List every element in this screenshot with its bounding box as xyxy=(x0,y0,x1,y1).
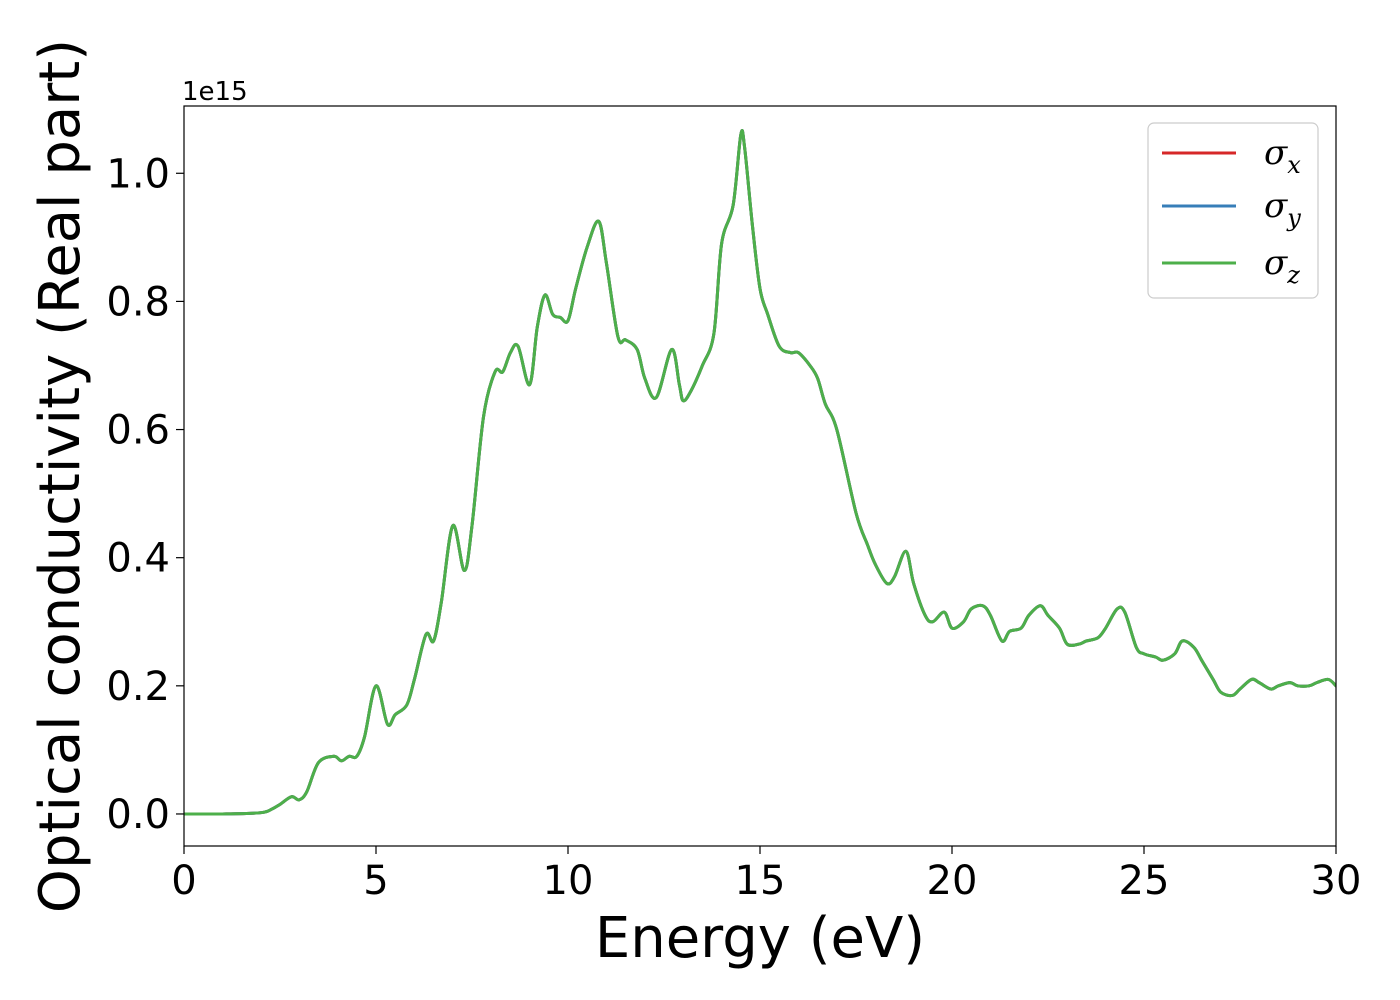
y-tick-label: 0.2 xyxy=(106,664,170,710)
y-tick-label: 0.6 xyxy=(106,408,170,454)
y-axis-label: Optical conductivity (Real part) xyxy=(28,39,93,913)
x-tick-label: 0 xyxy=(171,858,196,904)
legend-label-sigma-z: σz xyxy=(1264,243,1300,289)
legend-label-sigma-x: σx xyxy=(1264,133,1301,179)
series-layer xyxy=(184,129,1336,816)
x-axis-label: Energy (eV) xyxy=(595,906,925,971)
x-tick-label: 10 xyxy=(543,858,594,904)
series-line-sigma-z xyxy=(184,129,1336,816)
x-tick-label: 25 xyxy=(1119,858,1170,904)
x-tick-label: 15 xyxy=(735,858,786,904)
y-offset-label: 1e15 xyxy=(182,77,248,107)
y-tick-label: 1.0 xyxy=(106,151,170,197)
y-tick-label: 0.0 xyxy=(106,792,170,838)
legend: σx σy σz xyxy=(1147,122,1319,299)
y-tick-label: 0.4 xyxy=(106,536,170,582)
y-tick-label: 0.8 xyxy=(106,279,170,325)
legend-label-sigma-y: σy xyxy=(1264,186,1301,232)
x-tick-label: 5 xyxy=(363,858,388,904)
x-tick-label: 20 xyxy=(927,858,978,904)
legend-box xyxy=(1147,122,1319,299)
x-tick-label: 30 xyxy=(1311,858,1362,904)
y-axis: 0.0 0.2 0.4 0.6 0.8 1.0 xyxy=(106,151,184,838)
x-axis: 0 5 10 15 20 25 30 xyxy=(171,846,1361,904)
